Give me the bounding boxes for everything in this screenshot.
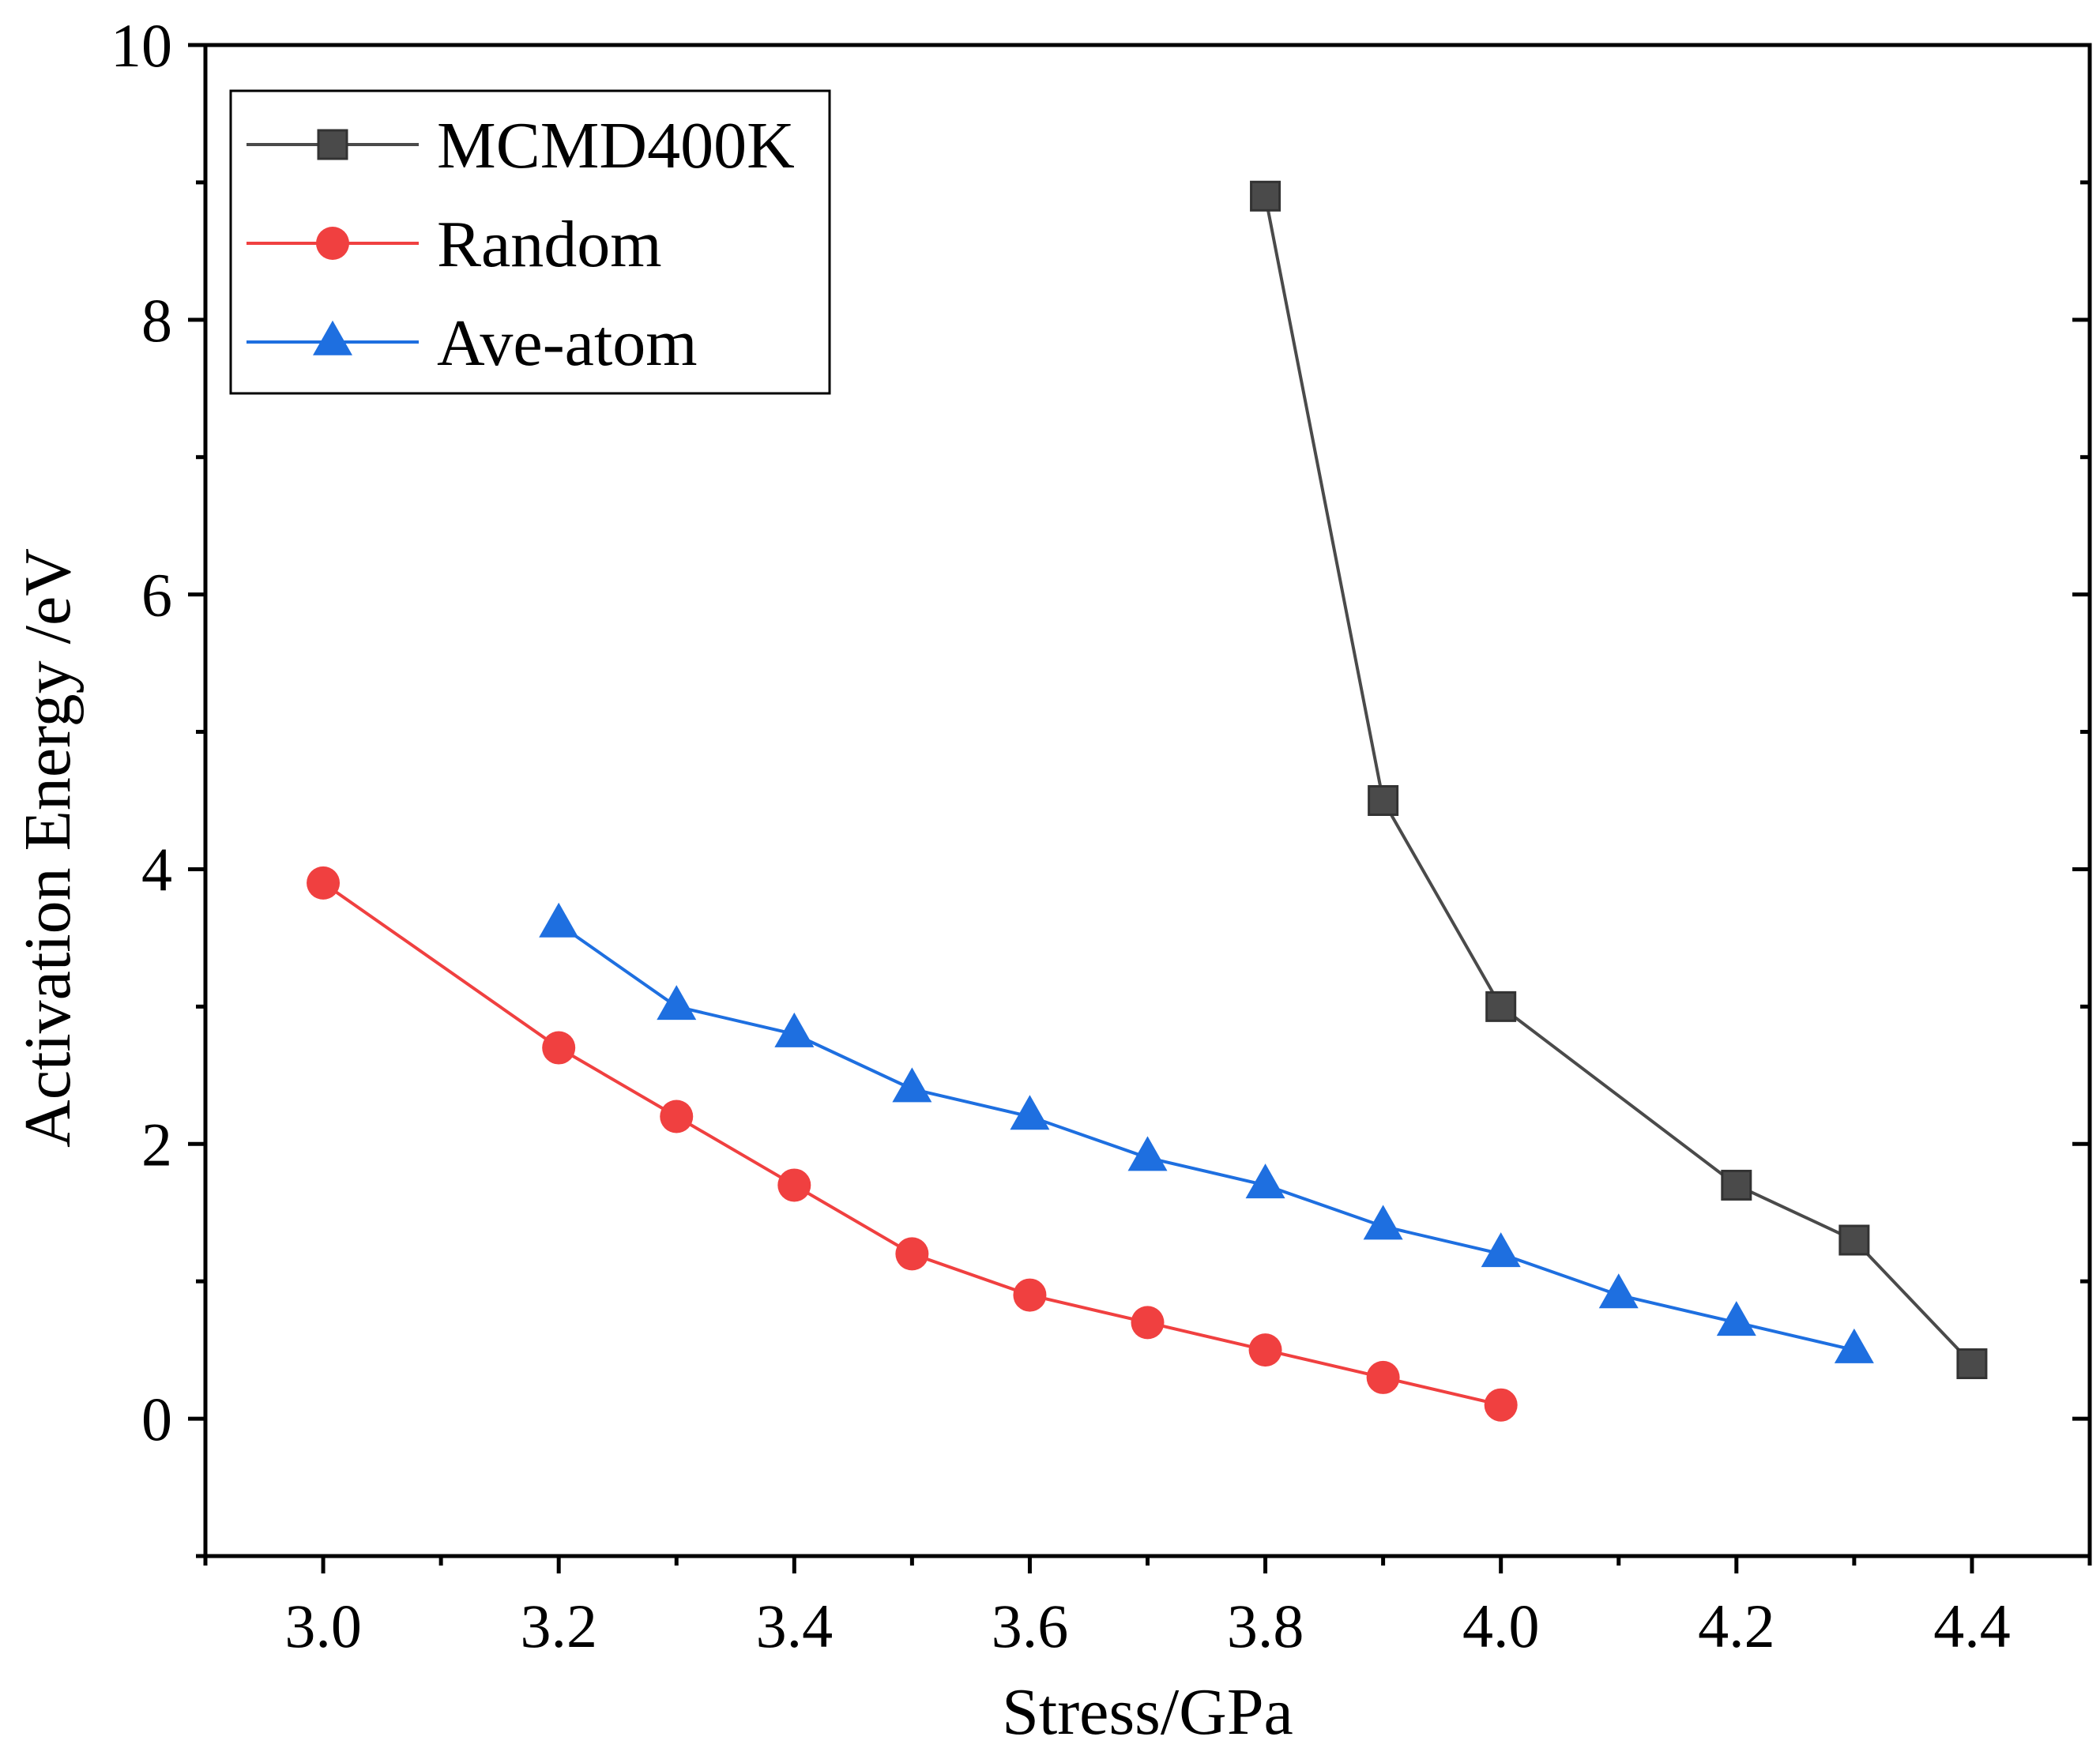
- data-point: [1838, 1224, 1870, 1256]
- data-point: [1598, 1273, 1639, 1309]
- legend-item: Ave-atom: [247, 306, 698, 380]
- legend-label: MCMD400K: [437, 109, 795, 182]
- x-tick-label: 3.4: [756, 1592, 834, 1660]
- legend-item: MCMD400K: [247, 109, 795, 182]
- data-point: [657, 985, 697, 1021]
- data-point: [1013, 1278, 1047, 1312]
- series-line: [322, 882, 1502, 1407]
- y-tick-label: 8: [141, 286, 172, 355]
- legend-marker: [317, 129, 348, 160]
- y-axis-title: Activation Energy /eV: [11, 548, 85, 1148]
- data-point: [1481, 1232, 1521, 1268]
- tick-labels: 3.0 3.2 3.4 3.6 3.8 4.0 4.2 4.4 0 2 4 6 8 10: [111, 11, 2011, 1660]
- legend-marker: [316, 227, 349, 260]
- series-line: [558, 923, 1855, 1352]
- x-axis-title: Stress/GPa: [1002, 1675, 1293, 1748]
- plot-frame: [203, 43, 2092, 1558]
- data-point: [1956, 1348, 1988, 1380]
- legend-marker: [313, 320, 352, 355]
- legend-label: Ave-atom: [437, 306, 698, 380]
- data-point: [774, 1012, 815, 1047]
- x-tick-label: 3.2: [520, 1592, 597, 1660]
- data-point: [307, 866, 341, 900]
- y-tick-label: 4: [141, 835, 172, 904]
- data-point: [895, 1237, 929, 1271]
- x-tick-label: 3.8: [1227, 1592, 1304, 1660]
- data-point: [1010, 1095, 1050, 1130]
- data-point: [1250, 180, 1281, 212]
- x-tick-label: 3.6: [992, 1592, 1069, 1660]
- data-point: [892, 1067, 932, 1103]
- x-tick-label: 4.4: [1933, 1592, 2011, 1660]
- data-point: [1363, 1205, 1403, 1240]
- x-tick-label: 3.0: [284, 1592, 362, 1660]
- data-point: [1366, 1360, 1400, 1394]
- y-tick-label: 0: [141, 1385, 172, 1453]
- y-tick-label: 2: [141, 1110, 172, 1178]
- series-random: [307, 866, 1518, 1422]
- data-point: [539, 902, 579, 938]
- x-tick-label: 4.2: [1698, 1592, 1775, 1660]
- legend: MCMD400K Random Ave-atom: [229, 89, 831, 395]
- y-tick-label: 6: [141, 561, 172, 630]
- data-point: [1484, 1388, 1518, 1422]
- data-point: [1245, 1163, 1285, 1199]
- series-mcmd400k: [1250, 180, 1988, 1380]
- data-point: [1485, 991, 1517, 1022]
- data-point: [1248, 1333, 1282, 1367]
- data-point: [1131, 1306, 1165, 1340]
- legend-label: Random: [437, 208, 662, 281]
- data-point: [1127, 1136, 1168, 1171]
- legend-item: Random: [247, 208, 662, 281]
- x-tick-label: 4.0: [1462, 1592, 1540, 1660]
- data-point: [542, 1031, 576, 1065]
- data-point: [1368, 785, 1399, 816]
- plot-series: [307, 180, 1988, 1422]
- data-point: [777, 1168, 811, 1202]
- data-point: [1716, 1301, 1756, 1336]
- series-line: [1263, 195, 1974, 1365]
- data-point: [660, 1100, 694, 1133]
- series-ave-atom: [539, 902, 1874, 1363]
- data-point: [1834, 1328, 1874, 1363]
- y-tick-label: 10: [111, 11, 172, 80]
- data-point: [1721, 1169, 1752, 1201]
